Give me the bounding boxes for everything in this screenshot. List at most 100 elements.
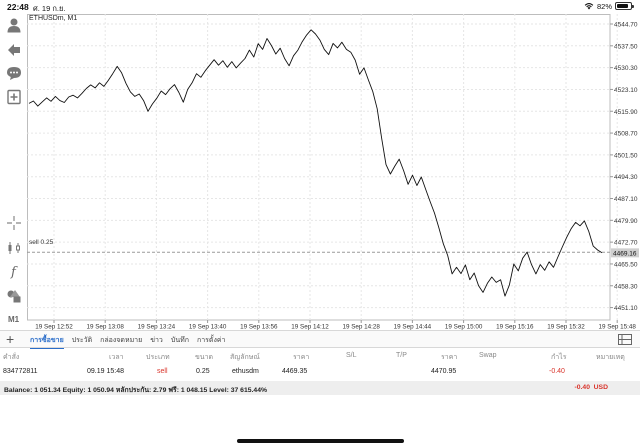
x-tick-label: 19 Sep 13:24 [138, 324, 176, 331]
status-date: ศ. 19 ก.ย. [33, 3, 66, 13]
objects-icon [7, 289, 20, 302]
crosshair-icon [6, 215, 21, 230]
toolbox-tabs: การซื้อขาย ประวัติ กล่องจดหมาย ข่าว บันท… [30, 335, 225, 349]
plot-frame [27, 14, 611, 321]
account-button[interactable] [4, 15, 23, 34]
timeframe-button[interactable]: M1 [4, 310, 23, 329]
chat-icon [6, 66, 21, 80]
y-tick-label: 4472.70 [614, 240, 638, 247]
y-tick-label: 4544.70 [614, 21, 638, 28]
x-tick-label: 19 Sep 13:08 [86, 324, 124, 331]
wifi-icon [584, 3, 594, 10]
x-tick-label: 19 Sep 14:28 [342, 324, 380, 331]
chart-title: ETHUSDm, M1 [29, 15, 78, 22]
indicators-button[interactable] [4, 238, 23, 257]
y-tick-label: 4487.10 [614, 196, 638, 203]
objects-button[interactable] [4, 286, 23, 305]
x-tick-label: 19 Sep 14:44 [394, 324, 432, 331]
current-price-label: 4469.16 [613, 250, 637, 257]
row-price: 4469.35 [282, 368, 308, 375]
header-order: คำสั่ง [3, 354, 20, 361]
trade-button[interactable] [4, 39, 23, 58]
layout-toggle-icon[interactable] [618, 334, 632, 345]
indicators-icon [8, 241, 20, 254]
header-current-price: ราคา [441, 354, 458, 361]
y-tick-label: 4479.90 [614, 218, 638, 225]
header-symbol: สัญลักษณ์ [230, 354, 260, 361]
function-button[interactable]: f [4, 261, 23, 280]
toolbox-tabbar: + การซื้อขาย ประวัติ กล่องจดหมาย ข่าว บั… [0, 330, 640, 349]
battery-tip [632, 5, 634, 8]
balance-profit: -0.40 [574, 384, 591, 391]
row-profit: -0.40 [549, 368, 565, 375]
add-chart-button[interactable] [4, 87, 23, 106]
header-tp: T/P [396, 352, 407, 359]
y-tick-label: 4494.30 [614, 174, 638, 181]
battery-icon [615, 2, 634, 10]
account-icon [7, 18, 20, 32]
trade-icon [7, 43, 20, 56]
price-series-line [28, 29, 603, 297]
battery-percent: 82% [596, 1, 612, 11]
header-sl: S/L [346, 352, 357, 359]
add-order-button[interactable]: + [6, 331, 15, 347]
home-indicator [237, 439, 404, 443]
tab-mailbox[interactable]: กล่องจดหมาย [100, 337, 143, 344]
x-tick-label: 19 Sep 13:56 [240, 324, 278, 331]
x-tick-label: 19 Sep 13:40 [189, 324, 227, 331]
x-tick-label: 19 Sep 14:12 [291, 324, 329, 331]
y-tick-label: 4501.50 [614, 152, 638, 159]
y-tick-label: 4508.70 [614, 131, 638, 138]
header-volume: ขนาด [195, 354, 214, 361]
x-tick-label: 19 Sep 12:52 [35, 324, 73, 331]
chart-canvas[interactable]: 4544.70 4537.50 4530.30 4523.10 4515.90 4508.… [27, 14, 640, 330]
y-tick-label: 4530.30 [614, 65, 638, 72]
status-time: 22:48 [7, 2, 29, 12]
tab-history[interactable]: ประวัติ [71, 337, 93, 344]
table-row[interactable]: 834772811 09.19 15:48 sell 0.25 ethusdm … [0, 366, 640, 380]
header-comment: หมายเหตุ [596, 354, 625, 361]
left-toolbar: f M1 [0, 14, 27, 330]
crosshair-button[interactable] [4, 213, 23, 232]
row-order: 834772811 [3, 368, 38, 375]
sell-line-label: sell 0.25 [29, 239, 54, 246]
add-chart-icon [6, 89, 21, 104]
row-volume: 0.25 [196, 368, 210, 375]
row-current-price: 4470.95 [431, 368, 457, 375]
row-type: sell [157, 368, 168, 375]
header-time: เวลา [109, 354, 124, 361]
x-tick-label: 19 Sep 15:00 [445, 324, 483, 331]
y-tick-label: 4465.50 [614, 261, 638, 268]
chat-button[interactable] [4, 63, 23, 82]
tab-trade[interactable]: การซื้อขาย [30, 335, 64, 349]
header-price: ราคา [293, 354, 310, 361]
status-indicators: 82% [584, 1, 634, 11]
x-tick-label: 19 Sep 15:32 [547, 324, 585, 331]
y-tick-label: 4537.50 [614, 43, 638, 50]
row-time: 09.19 15:48 [87, 368, 124, 375]
y-tick-label: 4515.90 [614, 109, 638, 116]
current-price-box [611, 248, 639, 258]
status-bar: 22:48 ศ. 19 ก.ย. 82% [0, 0, 640, 14]
price-chart[interactable]: 4544.70 4537.50 4530.30 4523.10 4515.90 4508.… [27, 14, 640, 330]
tab-journal[interactable]: บันทึก [170, 337, 189, 344]
x-tick-label: 19 Sep 15:48 [598, 324, 636, 331]
tab-settings[interactable]: การตั้งค่า [196, 337, 226, 344]
header-profit: กำไร [551, 354, 567, 361]
function-icon: f [10, 265, 18, 279]
x-tick-label: 19 Sep 15:16 [496, 324, 534, 331]
battery-fill [617, 4, 628, 8]
balance-currency: USD [593, 384, 608, 391]
y-tick-label: 4451.10 [614, 305, 638, 312]
header-type: ประเภท [146, 354, 170, 361]
orders-table-header: คำสั่ง เวลา ประเภท ขนาด สัญลักษณ์ ราคา S… [0, 350, 640, 364]
y-tick-label: 4458.30 [614, 283, 638, 290]
balance-bar: Balance: 1 051.34 Equity: 1 050.94 หลักป… [0, 381, 640, 395]
timeframe-label: M1 [7, 315, 20, 324]
balance-text: Balance: 1 051.34 Equity: 1 050.94 หลักป… [4, 387, 268, 394]
row-symbol: ethusdm [232, 368, 259, 375]
header-swap: Swap [479, 352, 497, 359]
tab-news[interactable]: ข่าว [150, 337, 163, 344]
svg-text:f: f [10, 265, 18, 279]
y-tick-label: 4523.10 [614, 87, 638, 94]
